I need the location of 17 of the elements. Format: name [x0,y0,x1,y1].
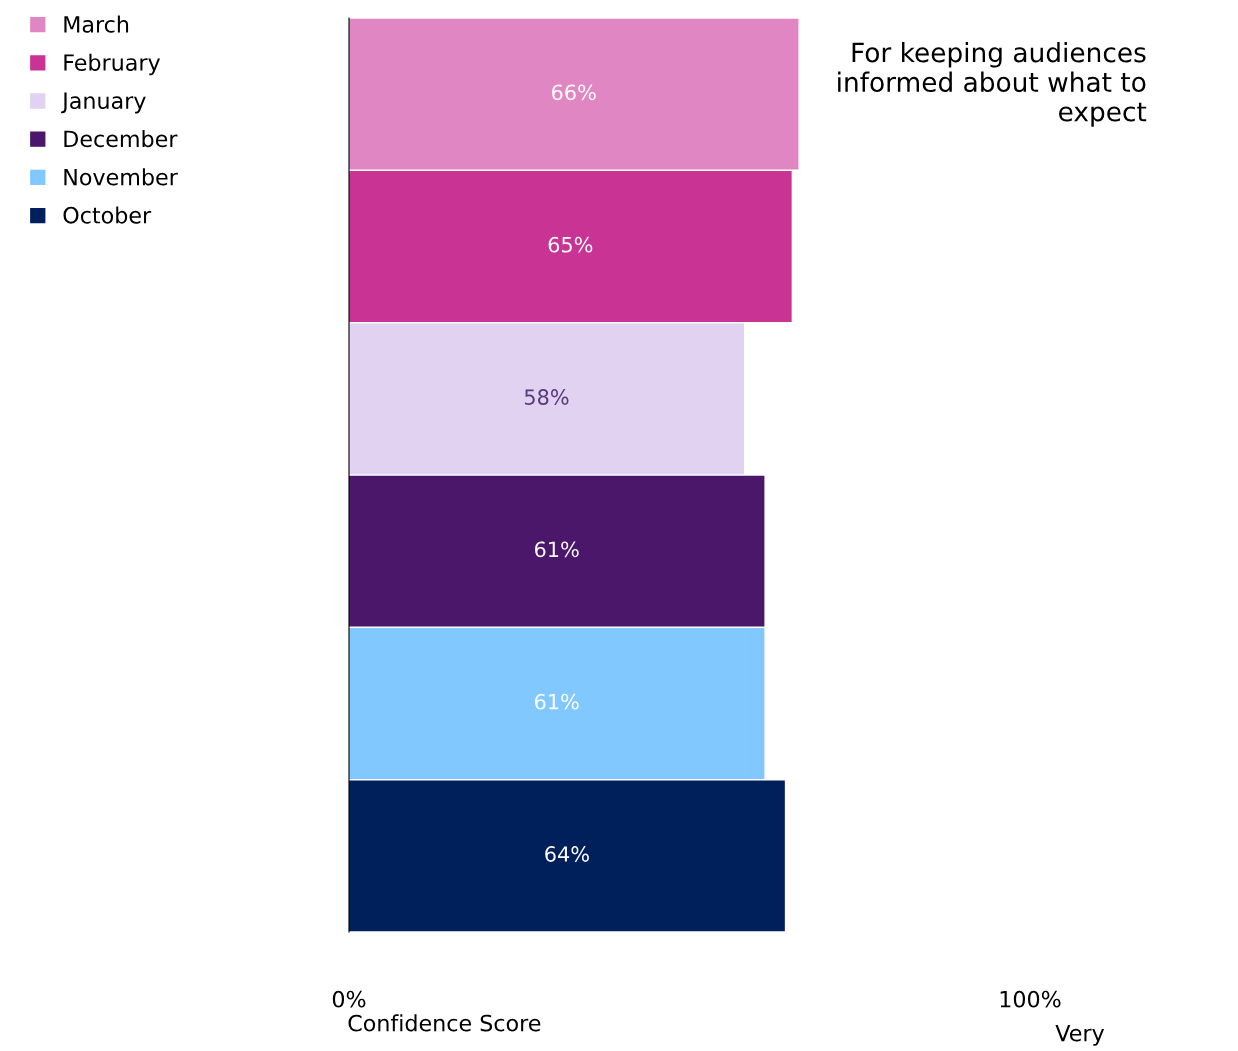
x-tick-label: 100% [1000,990,1061,1008]
legend-label: November [64,168,178,186]
x-tick-label: 0% [332,990,366,1008]
legend-label: January [61,92,146,114]
text: 64% [545,846,589,862]
text: 66% [552,84,596,101]
legend-label: February [64,53,161,76]
legend-label: October [63,206,152,224]
text: 61% [535,693,579,710]
text: 61% [535,541,579,558]
annotation: For keeping audiences informed about what to expect [838,42,1147,127]
legend-label: March [64,15,129,33]
text: Very [1055,1024,1105,1046]
text: 65% [548,236,593,253]
x-axis-title: Confidence Score [348,1014,541,1032]
text: 58% [524,389,569,405]
legend-label: December [64,130,178,148]
